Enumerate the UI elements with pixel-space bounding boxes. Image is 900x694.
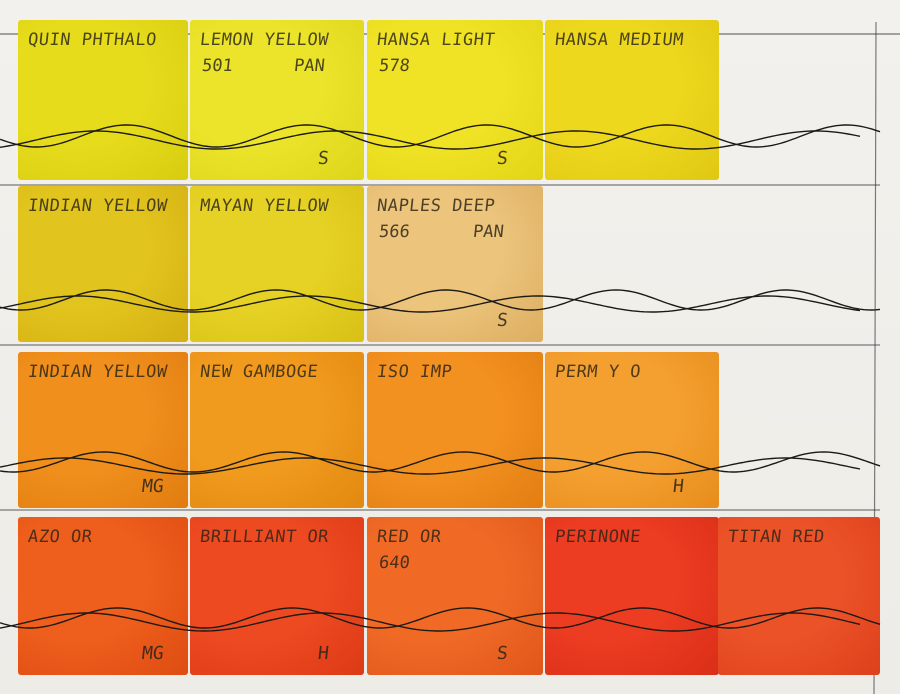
swatch-red-or: RED OR 640 S — [367, 517, 543, 675]
swatch-brilliant-or: BRILLIANT OR H — [190, 517, 364, 675]
swatch-hansa-light: HANSA LIGHT 578 S — [367, 20, 543, 180]
swatch-iso-imp: ISO IMP — [367, 352, 543, 508]
swatch-mayan-yellow: MAYAN YELLOW — [190, 186, 364, 342]
swatch-perinone: PERINONE — [545, 517, 719, 675]
swatch-new-gamboge: NEW GAMBOGE — [190, 352, 364, 508]
swatch-naples-deep: NAPLES DEEP 566 PAN S — [367, 186, 543, 342]
swatch-quin-phthalo: QUIN PHTHALO — [18, 20, 188, 180]
swatch-indian-yellow: INDIAN YELLOW MG — [18, 352, 188, 508]
swatch-azo-or: AZO OR MG — [18, 517, 188, 675]
swatch-hansa-medium: HANSA MEDIUM — [545, 20, 719, 180]
swatch-lemon-yellow: LEMON YELLOW 501 PAN S — [190, 20, 364, 180]
swatch-indian-yellow: INDIAN YELLOW — [18, 186, 188, 342]
swatch-titan-red: TITAN RED — [718, 517, 880, 675]
